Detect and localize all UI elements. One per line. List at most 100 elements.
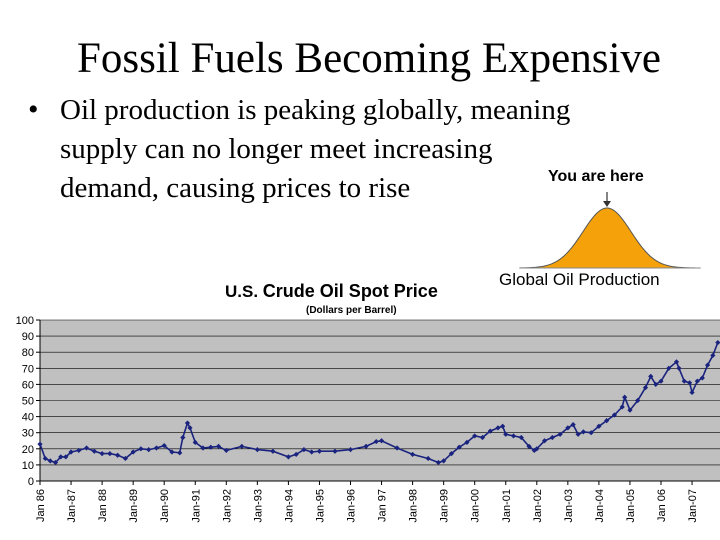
data-point [699,375,705,381]
data-point [115,452,121,458]
slide-title: Fossil Fuels Becoming Expensive [76,35,662,82]
data-point [588,430,594,436]
data-point [604,418,610,424]
data-point [686,380,693,386]
data-point [169,449,175,455]
data-point [694,378,700,384]
bullet-text-line-2: supply can no longer meet increasing [60,133,493,165]
data-point [580,429,586,435]
data-point [565,425,571,431]
data-point [510,433,517,439]
data-point [710,352,716,359]
data-point [47,458,53,464]
bullet-text-line-3: demand, causing prices to rise [60,172,411,204]
data-point [83,445,90,451]
x-tick-label: Jan-02 [532,489,544,523]
x-tick-label: Jan-91 [190,489,202,523]
data-point [596,423,602,429]
data-point [479,434,486,441]
data-point [184,420,191,426]
x-tick-label: Jan-90 [159,489,171,523]
data-point [180,434,186,441]
global-oil-production-caption: Global Oil Production [499,270,660,289]
data-point [270,448,276,454]
data-point [500,423,506,429]
data-point [99,451,105,457]
y-tick-label: 90 [22,331,34,343]
global-oil-production-curve [519,192,701,269]
data-point [192,439,198,445]
data-point [130,449,136,455]
chart-title-main: Crude Oil Spot Price [262,281,438,301]
data-point [619,404,625,410]
chart-subtitle: (Dollars per Barrel) [306,305,397,316]
chart-title: U.S. Crude Oil Spot Price [225,281,438,302]
data-point [689,389,695,396]
data-point [676,365,682,371]
data-point [309,449,315,455]
data-point [187,425,193,431]
data-point [611,412,618,418]
x-tick-label: Jan-98 [408,489,420,523]
x-tick-label: Jan-04 [594,489,606,523]
data-point [575,431,581,437]
data-point [254,447,260,453]
data-point [161,442,167,449]
data-point [557,431,563,437]
data-point [138,446,144,452]
data-point [293,451,299,458]
y-tick-label: 50 [22,396,34,408]
x-tick-label: Jan 86 [35,489,47,522]
data-point [627,407,633,413]
x-tick-label: Jan-00 [470,489,482,523]
x-tick-label: Jan-07 [687,489,699,523]
data-point [373,438,379,445]
data-point [464,439,470,445]
data-point [635,397,641,404]
data-point [681,378,687,384]
data-point [76,447,82,454]
data-point [239,443,245,449]
data-point [549,434,555,441]
data-point [487,428,493,434]
you-are-here-label: You are here [548,168,644,185]
data-point [200,445,206,451]
data-point [223,447,229,454]
data-point [448,451,455,457]
x-tick-label: Jan 06 [656,489,668,522]
data-point [503,431,509,437]
data-point [285,454,292,460]
data-point [642,385,649,391]
data-point [534,446,540,452]
x-tick-label: Jan-87 [66,489,78,523]
data-point [495,425,501,431]
data-point [653,381,659,387]
data-point [526,443,532,449]
data-point [435,459,441,466]
you-are-here-arrowhead [603,201,611,207]
data-point [518,434,524,441]
data-point [68,449,74,455]
data-point [37,441,43,447]
x-tick-label: Jan-89 [128,489,140,523]
data-point [472,433,478,439]
data-point [107,451,113,457]
x-tick-label: Jan-93 [252,489,264,523]
y-tick-label: 60 [22,379,34,391]
y-tick-label: 40 [22,412,34,424]
data-point [332,448,338,454]
data-point [58,454,64,460]
y-tick-label: 20 [22,444,34,456]
data-point [177,450,183,456]
data-point [146,447,152,453]
data-point [208,444,214,450]
y-tick-label: 80 [22,347,34,359]
data-point [347,447,354,453]
data-point [63,454,69,460]
y-tick-label: 10 [22,460,34,472]
x-tick-label: Jan-94 [283,489,295,523]
x-tick-label: Jan-96 [346,489,358,523]
x-tick-label: Jan-92 [221,489,233,523]
data-point [410,451,416,458]
x-tick-label: Jan 97 [377,489,389,522]
